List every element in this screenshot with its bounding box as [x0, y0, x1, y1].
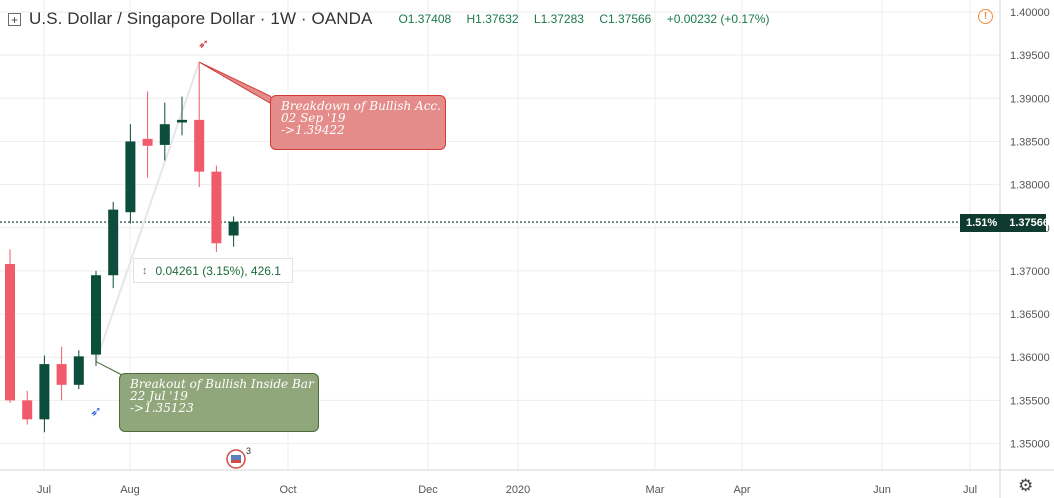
candle-body	[142, 138, 153, 146]
y-tick-label: 1.35500	[1010, 395, 1050, 407]
x-tick-label: Apr	[733, 484, 750, 496]
flag-stripe	[231, 460, 241, 463]
candle-body	[73, 356, 84, 385]
candle-body	[194, 119, 205, 172]
candle-body	[108, 209, 119, 276]
price-change-percent: 1.51%	[966, 217, 998, 229]
y-tick-label: 1.36500	[1010, 309, 1050, 321]
candle-body	[228, 221, 239, 236]
current-price-label: 1.51% 1.37566	[960, 214, 1049, 232]
candle-body	[177, 119, 187, 123]
callout-line: Breakdown of Bullish Acc.	[281, 99, 441, 113]
low-value: L1.37283	[533, 12, 584, 26]
x-tick-label: Oct	[279, 484, 296, 496]
breakdown-callout[interactable]: Breakdown of Bullish Acc. 02 Sep '19 ->1…	[270, 95, 446, 150]
open-value: O1.37408	[398, 12, 452, 26]
current-price: 1.37566	[1009, 217, 1049, 229]
breakout-callout[interactable]: Breakout of Bullish Inside Bar 22 Jul '1…	[119, 373, 319, 432]
callout-line: ->1.35123	[130, 401, 194, 415]
callout-line: 22 Jul '19	[130, 389, 188, 403]
add-symbol-icon[interactable]: +	[8, 12, 21, 26]
candle-body	[159, 124, 170, 145]
calendar-event-icon: 3	[226, 446, 251, 469]
candle-body	[211, 171, 222, 244]
x-tick-label: Mar	[646, 484, 665, 496]
alert-icon[interactable]: !	[978, 9, 993, 24]
close-value: C1.37566	[599, 12, 652, 26]
y-tick-label: 1.39000	[1010, 93, 1050, 105]
candles	[5, 62, 239, 433]
change-value: +0.00232 (+0.17%)	[666, 12, 770, 26]
callout-line: 02 Sep '19	[281, 111, 346, 125]
candle-body	[5, 263, 15, 401]
y-tick-label: 1.40000	[1010, 7, 1050, 19]
x-tick-label: Dec	[418, 484, 438, 496]
settings-icon[interactable]: ⚙	[1018, 476, 1034, 495]
flag-shape	[231, 455, 241, 463]
event-count: 3	[246, 446, 251, 456]
x-tick-label: Aug	[120, 484, 140, 496]
candle-body	[56, 364, 67, 385]
y-tick-label: 1.36000	[1010, 352, 1050, 364]
measure-arrows-icon: ↕	[142, 264, 148, 277]
x-tick-label: Jul	[37, 484, 51, 496]
measure-tool-label[interactable]: ↕ 0.04261 (3.15%), 426.1	[133, 258, 293, 283]
candle-body	[91, 275, 101, 355]
x-tick-label: Jun	[873, 484, 891, 496]
rocket-icon: ➶	[198, 37, 209, 52]
y-tick-label: 1.38500	[1010, 136, 1050, 148]
callout-line: ->1.39422	[281, 123, 345, 137]
high-value: H1.37632	[466, 12, 519, 26]
rocket-icon: ➶	[90, 404, 102, 420]
x-tick-label: Jul	[963, 484, 977, 496]
y-tick-label: 1.35000	[1010, 439, 1050, 451]
symbol-title[interactable]: U.S. Dollar / Singapore Dollar · 1W · OA…	[29, 9, 373, 28]
y-tick-label: 1.38000	[1010, 180, 1050, 192]
x-tick-label: 2020	[506, 484, 530, 496]
candle-body	[125, 141, 136, 213]
y-tick-label: 1.39500	[1010, 50, 1050, 62]
ohlc-readout: O1.37408 H1.37632 L1.37283 C1.37566 +0.0…	[398, 12, 781, 26]
chart-header: + U.S. Dollar / Singapore Dollar · 1W · …	[8, 8, 781, 30]
callout-line: Breakout of Bullish Inside Bar	[130, 377, 314, 391]
candle-body	[39, 364, 50, 420]
measure-text: 0.04261 (3.15%), 426.1	[155, 263, 281, 278]
candle-body	[22, 400, 33, 420]
y-tick-label: 1.37000	[1010, 266, 1050, 278]
